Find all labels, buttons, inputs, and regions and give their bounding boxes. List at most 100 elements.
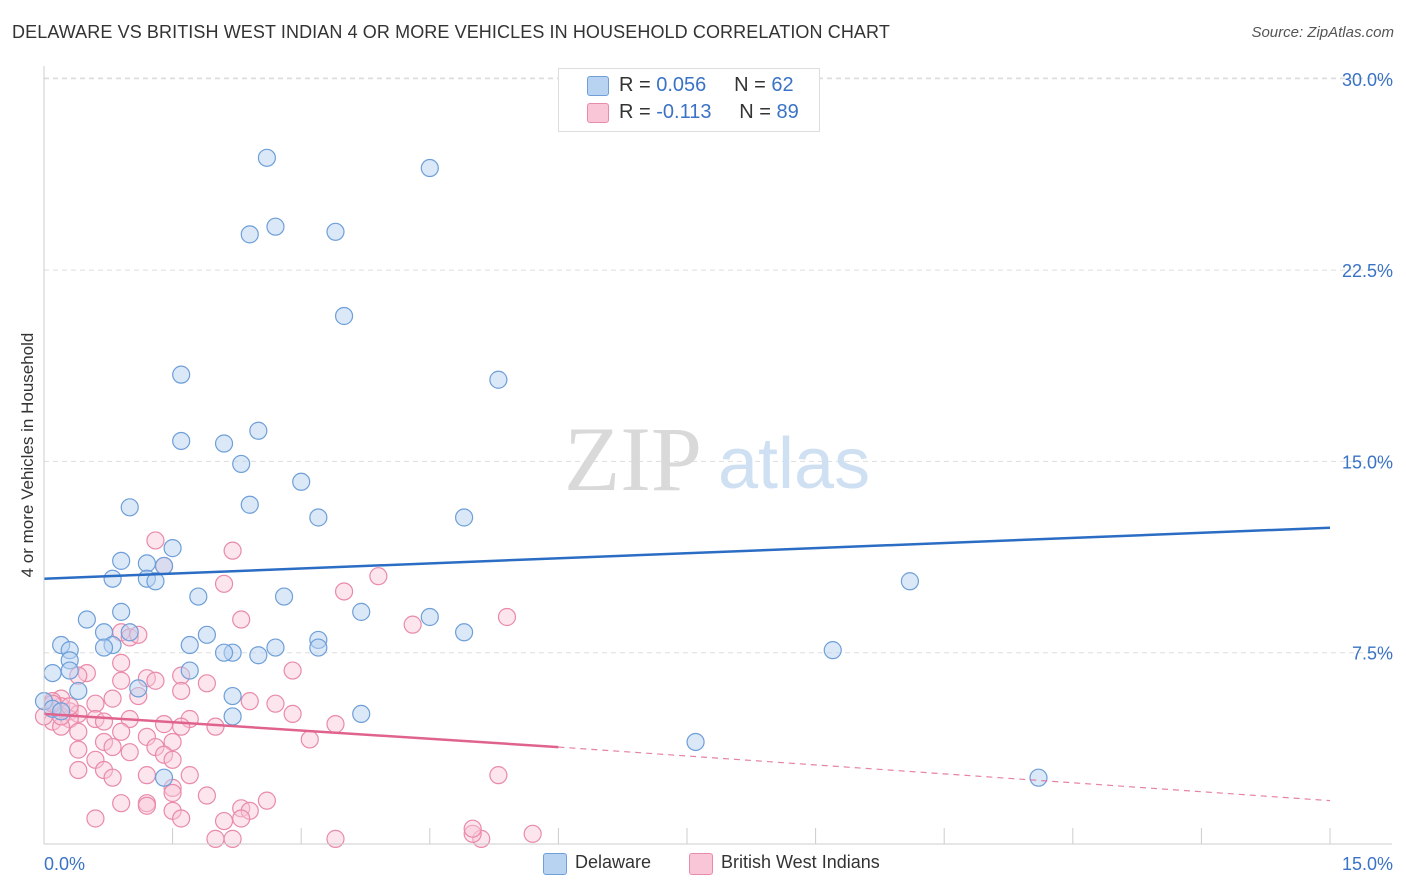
bwi-point xyxy=(103,768,122,787)
y-tick-label: 15.0% xyxy=(1342,452,1393,472)
bwi-point xyxy=(163,732,182,752)
bwi-point xyxy=(214,811,234,831)
delaware-r-label: R = xyxy=(619,74,651,96)
trend-lines xyxy=(43,526,1331,802)
stats-legend: R = 0.056 N = 62 R = -0.113 N = 89 xyxy=(558,68,820,132)
delaware-point xyxy=(52,702,71,721)
bwi-point xyxy=(369,567,388,586)
delaware-point xyxy=(823,641,842,660)
delaware-point xyxy=(69,681,88,701)
delaware-point xyxy=(77,610,96,629)
bwi-point xyxy=(232,809,251,828)
bwi-point xyxy=(463,819,482,838)
delaware-point xyxy=(112,602,131,621)
bwi-point xyxy=(266,694,285,713)
bwi-point xyxy=(112,671,131,690)
bwi-point xyxy=(112,722,131,741)
delaware-point xyxy=(172,365,191,384)
delaware-point xyxy=(326,222,345,241)
bwi-point xyxy=(180,766,199,785)
delaware-point xyxy=(94,638,114,657)
bwi-point xyxy=(300,730,319,749)
delaware-point xyxy=(249,421,268,440)
series-delaware-points xyxy=(34,148,1048,787)
bwi-point xyxy=(69,722,88,741)
delaware-point xyxy=(454,508,474,527)
delaware-point xyxy=(112,551,131,570)
bwi-legend-swatch xyxy=(689,853,713,875)
bwi-point xyxy=(146,531,165,550)
delaware-legend-label: Delaware xyxy=(575,852,652,872)
x-tick-label: 15.0% xyxy=(1342,854,1393,874)
bwi-point xyxy=(94,732,114,752)
delaware-point xyxy=(43,663,62,683)
watermark: ZIP atlas xyxy=(564,408,870,510)
delaware-point xyxy=(420,607,439,627)
delaware-point xyxy=(454,623,474,642)
delaware-point xyxy=(240,225,259,244)
delaware-point xyxy=(163,539,182,558)
bwi-trend-line xyxy=(43,712,559,749)
delaware-point xyxy=(309,638,328,657)
delaware-point xyxy=(189,587,208,606)
bwi-point xyxy=(112,794,131,813)
bwi-point xyxy=(172,717,191,736)
delaware-point xyxy=(900,572,920,591)
bwi-point xyxy=(334,582,354,601)
watermark-atlas: atlas xyxy=(718,424,870,504)
delaware-n-value: 62 xyxy=(771,74,794,96)
chart-title: DELAWARE VS BRITISH WEST INDIAN 4 OR MOR… xyxy=(12,22,890,42)
delaware-point xyxy=(154,556,174,576)
delaware-point xyxy=(240,495,259,514)
bwi-point xyxy=(86,694,105,713)
grid xyxy=(44,77,1392,654)
bwi-point xyxy=(326,829,345,848)
bwi-point xyxy=(120,743,139,762)
bwi-point xyxy=(497,607,517,627)
bwi-r-label: R = xyxy=(619,101,651,123)
bwi-point xyxy=(163,750,182,769)
bwi-point xyxy=(69,760,88,780)
bwi-point xyxy=(197,674,216,693)
bwi-point xyxy=(163,783,182,803)
bwi-trend-line-extended xyxy=(558,746,1331,802)
source-attribution: Source: ZipAtlas.com xyxy=(1251,24,1394,41)
bwi-point xyxy=(103,737,122,757)
delaware-point xyxy=(223,686,242,706)
delaware-point xyxy=(292,472,311,491)
bwi-point xyxy=(326,715,345,734)
bwi-n-value: 89 xyxy=(776,101,799,123)
bwi-point xyxy=(214,574,234,593)
bwi-point xyxy=(137,766,156,785)
delaware-point xyxy=(232,454,251,474)
bwi-point xyxy=(489,766,508,785)
bwi-point xyxy=(69,740,88,759)
delaware-point xyxy=(352,602,371,621)
delaware-legend-swatch xyxy=(543,853,567,875)
y-tick-label: 30.0% xyxy=(1342,70,1393,90)
delaware-point xyxy=(120,498,139,517)
bwi-point xyxy=(172,681,191,701)
bwi-point xyxy=(197,786,216,805)
delaware-point xyxy=(214,643,234,662)
bwi-point xyxy=(223,541,242,560)
bwi-point xyxy=(257,791,277,810)
bwi-point xyxy=(463,824,482,843)
bwi-point xyxy=(206,717,225,736)
delaware-swatch xyxy=(587,76,609,96)
bwi-n-label: N = xyxy=(739,101,771,123)
y-axis-label: 4 or more Vehicles in Household xyxy=(18,332,37,578)
delaware-point xyxy=(154,768,174,787)
delaware-point xyxy=(420,158,439,178)
bwi-point xyxy=(137,796,156,815)
bwi-point xyxy=(403,615,422,634)
bwi-point xyxy=(112,653,131,672)
delaware-trend-line xyxy=(43,526,1331,580)
delaware-point xyxy=(352,704,371,724)
bwi-swatch xyxy=(587,103,609,123)
bwi-point xyxy=(223,829,242,848)
delaware-point xyxy=(249,646,268,665)
delaware-point xyxy=(686,732,705,752)
bwi-point xyxy=(94,712,114,731)
